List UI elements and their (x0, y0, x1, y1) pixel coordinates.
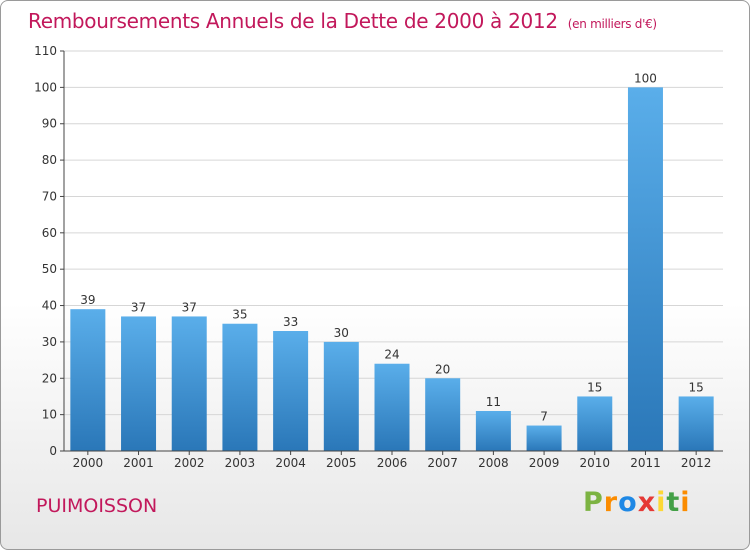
y-tick-label: 10 (42, 408, 57, 422)
y-tick-label: 80 (42, 153, 57, 167)
logo-letter: o (618, 487, 638, 518)
proxiti-logo: Proxiti (583, 487, 691, 518)
commune-name: PUIMOISSON (36, 495, 158, 517)
x-tick-label: 2009 (529, 456, 560, 470)
x-tick-label: 2012 (681, 456, 712, 470)
data-label: 15 (689, 380, 704, 394)
bar-2006 (374, 363, 410, 451)
bar-2002 (171, 316, 207, 451)
data-label: 20 (435, 362, 450, 376)
logo-letter: P (583, 487, 604, 518)
y-tick-label: 60 (42, 226, 57, 240)
x-tick-label: 2000 (73, 456, 104, 470)
logo-letter: r (603, 487, 619, 518)
data-label: 35 (232, 308, 247, 322)
logo-letter: t (666, 487, 681, 518)
y-tick-label: 100 (34, 80, 57, 94)
bar-2000 (70, 309, 106, 451)
bar-2001 (121, 316, 157, 451)
y-tick-label: 110 (34, 44, 57, 58)
logo-letter: x (637, 487, 657, 518)
data-label: 24 (384, 348, 399, 362)
data-label: 15 (587, 380, 602, 394)
bars (70, 87, 714, 451)
x-tick-label: 2008 (478, 456, 509, 470)
x-tick-label: 2011 (630, 456, 661, 470)
axes: 0 10 20 30 40 50 60 70 80 90 100 110 2000 2001 2002 200… (34, 44, 723, 470)
data-label: 100 (634, 71, 657, 85)
data-label: 11 (486, 395, 501, 409)
y-tick-label: 70 (42, 189, 57, 203)
bar-2010 (577, 396, 613, 451)
y-tick-label: 90 (42, 117, 57, 131)
x-tick-label: 2005 (326, 456, 357, 470)
logo-letter: i (680, 487, 691, 518)
x-tick-label: 2003 (225, 456, 256, 470)
x-tick-label: 2001 (123, 456, 154, 470)
y-tick-label: 20 (42, 371, 57, 385)
y-tick-label: 40 (42, 299, 57, 313)
x-tick-label: 2004 (275, 456, 306, 470)
data-label: 39 (80, 293, 95, 307)
bar-2005 (323, 341, 359, 451)
title-unit: (en milliers d'€) (567, 17, 657, 31)
logo-letter: i (656, 487, 667, 518)
data-labels: 39 37 37 35 33 30 24 20 11 7 15 100 15 (80, 71, 704, 423)
data-label: 37 (131, 300, 146, 314)
x-tick-label: 2007 (427, 456, 458, 470)
bar-2008 (475, 411, 511, 451)
data-label: 7 (540, 410, 548, 424)
x-tick-label: 2002 (174, 456, 205, 470)
x-tick-label: 2010 (579, 456, 610, 470)
x-tick-label: 2006 (377, 456, 408, 470)
bar-2012 (678, 396, 714, 451)
bar-2004 (273, 331, 309, 451)
data-label: 33 (283, 315, 298, 329)
bar-2003 (222, 323, 258, 451)
title-text: Remboursements Annuels de la Dette de 20… (28, 9, 558, 33)
bar-2007 (425, 378, 461, 451)
data-label: 30 (334, 326, 349, 340)
bar-2009 (526, 425, 562, 451)
y-tick-label: 30 (42, 335, 57, 349)
y-tick-label: 0 (49, 444, 57, 458)
y-tick-label: 50 (42, 262, 57, 276)
chart-title: Remboursements Annuels de la Dette de 20… (28, 9, 657, 33)
bar-2011 (627, 87, 663, 451)
data-label: 37 (182, 300, 197, 314)
